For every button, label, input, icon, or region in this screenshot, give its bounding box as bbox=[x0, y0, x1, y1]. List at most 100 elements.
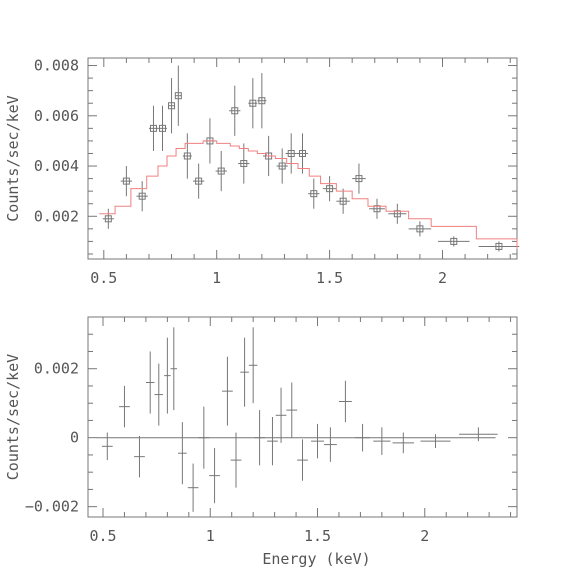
data-marker bbox=[183, 152, 191, 160]
data-point bbox=[408, 221, 432, 237]
x-tick-label: 1 bbox=[212, 269, 221, 287]
residual-point bbox=[297, 439, 308, 481]
x-tick-label: 2 bbox=[438, 269, 447, 287]
data-point bbox=[257, 73, 267, 129]
y-tick-label: 0 bbox=[70, 429, 79, 447]
data-marker bbox=[231, 107, 239, 115]
residual-point bbox=[420, 434, 451, 449]
y-tick-label: −0.002 bbox=[25, 498, 79, 516]
residual-point bbox=[254, 410, 265, 466]
data-point bbox=[336, 188, 350, 214]
data-marker bbox=[278, 162, 286, 170]
data-marker bbox=[174, 92, 182, 100]
data-marker bbox=[195, 177, 203, 185]
residual-point bbox=[373, 427, 391, 455]
data-marker bbox=[138, 192, 146, 200]
data-marker bbox=[355, 175, 363, 183]
residual-point bbox=[338, 380, 352, 423]
data-marker bbox=[217, 167, 225, 175]
data-point bbox=[322, 176, 337, 202]
spectrum-panel: 0.5 1 1.5 2 0.002 0.004 0.006 0.008 Counts/sec/k… bbox=[4, 57, 520, 287]
residual-point bbox=[248, 327, 258, 404]
residual-point bbox=[459, 427, 498, 442]
data-marker bbox=[339, 197, 347, 205]
residual-point bbox=[187, 463, 199, 512]
x-tick-label: 2 bbox=[420, 527, 429, 545]
plot-frame bbox=[87, 316, 518, 518]
data-point bbox=[248, 78, 258, 129]
data-marker bbox=[122, 177, 130, 185]
x-tick-label: 1.5 bbox=[316, 269, 343, 287]
data-point bbox=[238, 143, 250, 184]
data-marker bbox=[249, 99, 257, 107]
data-marker bbox=[149, 124, 157, 132]
data-point bbox=[276, 148, 288, 184]
residuals-panel: 0.5 1 1.5 2 −0.002 0 0.002 Counts/sec/keV Energy… bbox=[4, 316, 518, 568]
x-tick-label: 0.5 bbox=[89, 527, 116, 545]
y-tick-label: 0.002 bbox=[34, 207, 79, 225]
residual-point bbox=[198, 406, 210, 469]
x-tick-label: 1 bbox=[206, 527, 215, 545]
data-point bbox=[296, 133, 309, 174]
data-point bbox=[192, 163, 205, 199]
data-marker bbox=[299, 149, 306, 157]
model-step-line bbox=[99, 140, 518, 249]
data-marker bbox=[240, 160, 248, 168]
x-axis-label: Energy (keV) bbox=[262, 550, 370, 568]
data-marker bbox=[104, 215, 112, 223]
residual-point bbox=[154, 363, 164, 426]
data-point bbox=[308, 178, 320, 209]
residual-point bbox=[134, 435, 145, 478]
residual-point bbox=[311, 423, 324, 459]
x-tick-label: 1.5 bbox=[304, 527, 331, 545]
residual-point bbox=[230, 432, 242, 488]
data-marker bbox=[495, 242, 503, 250]
residual-point bbox=[392, 432, 415, 454]
y-tick-label: 0.004 bbox=[34, 157, 79, 175]
plot-frame bbox=[87, 57, 518, 260]
residual-point bbox=[170, 327, 178, 411]
residual-point bbox=[323, 427, 337, 462]
residual-point bbox=[267, 417, 278, 466]
data-point bbox=[136, 181, 148, 212]
data-marker bbox=[416, 225, 424, 233]
residual-point bbox=[222, 356, 233, 426]
residual-point bbox=[119, 385, 130, 428]
y-tick-label: 0.008 bbox=[34, 57, 79, 75]
data-point bbox=[215, 150, 227, 192]
data-marker bbox=[159, 124, 167, 132]
data-point bbox=[369, 198, 385, 219]
y-tick-label: 0.002 bbox=[34, 360, 79, 378]
residual-point bbox=[209, 448, 220, 504]
data-point bbox=[148, 105, 158, 151]
residual-point bbox=[178, 422, 187, 485]
residual-point bbox=[145, 351, 155, 414]
residual-point bbox=[286, 382, 298, 438]
residual-point bbox=[240, 337, 249, 407]
data-point bbox=[120, 166, 133, 197]
x-tick-label: 0.5 bbox=[90, 269, 117, 287]
data-point bbox=[285, 133, 297, 174]
residual-point bbox=[101, 432, 113, 461]
data-point bbox=[388, 203, 407, 224]
data-point bbox=[174, 65, 182, 126]
data-marker bbox=[326, 185, 334, 193]
data-point bbox=[157, 105, 168, 151]
y-tick-label: 0.006 bbox=[34, 107, 79, 125]
residual-point bbox=[164, 337, 171, 414]
residual-point bbox=[355, 423, 371, 452]
data-marker bbox=[450, 237, 458, 245]
data-marker bbox=[287, 149, 295, 157]
data-point bbox=[168, 78, 176, 134]
data-point bbox=[102, 208, 114, 229]
y-axis-label: Counts/sec/keV bbox=[4, 95, 22, 221]
data-point bbox=[229, 85, 241, 136]
data-point bbox=[182, 133, 192, 179]
y-axis-label: Counts/sec/keV bbox=[4, 354, 22, 480]
data-marker bbox=[310, 190, 318, 198]
data-marker bbox=[258, 97, 266, 105]
data-marker bbox=[168, 102, 176, 110]
data-point bbox=[478, 241, 520, 252]
